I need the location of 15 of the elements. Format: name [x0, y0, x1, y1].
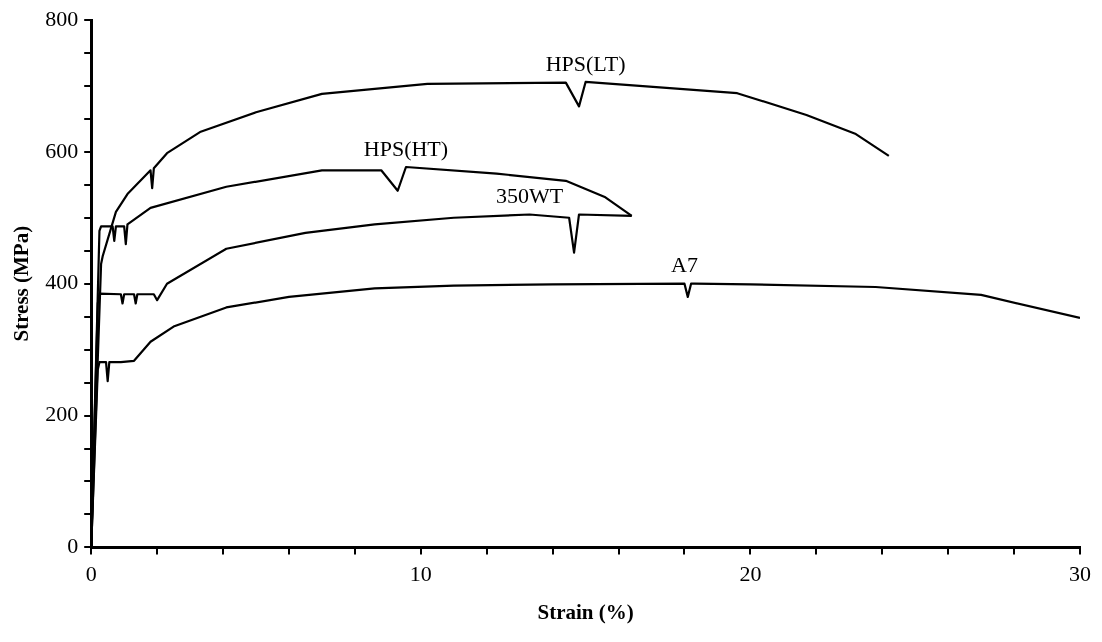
y-axis-title: Stress (MPa) [9, 225, 34, 342]
series-label: HPS(HT) [363, 135, 449, 161]
series-label: HPS(LT) [545, 50, 626, 76]
y-tick-label: 400 [45, 269, 79, 295]
x-axis-title: Strain (%) [537, 599, 634, 624]
series-label: 350WT [495, 183, 564, 209]
y-tick-label: 0 [67, 533, 79, 559]
series-label: A7 [671, 252, 698, 278]
y-tick-label: 600 [45, 137, 79, 163]
x-tick-label: 30 [1069, 561, 1091, 587]
x-tick-label: 10 [409, 561, 432, 587]
y-tick-label: 200 [45, 401, 79, 427]
x-tick-label: 20 [739, 561, 762, 587]
x-tick-label: 0 [85, 561, 97, 587]
y-tick-label: 800 [45, 5, 79, 31]
